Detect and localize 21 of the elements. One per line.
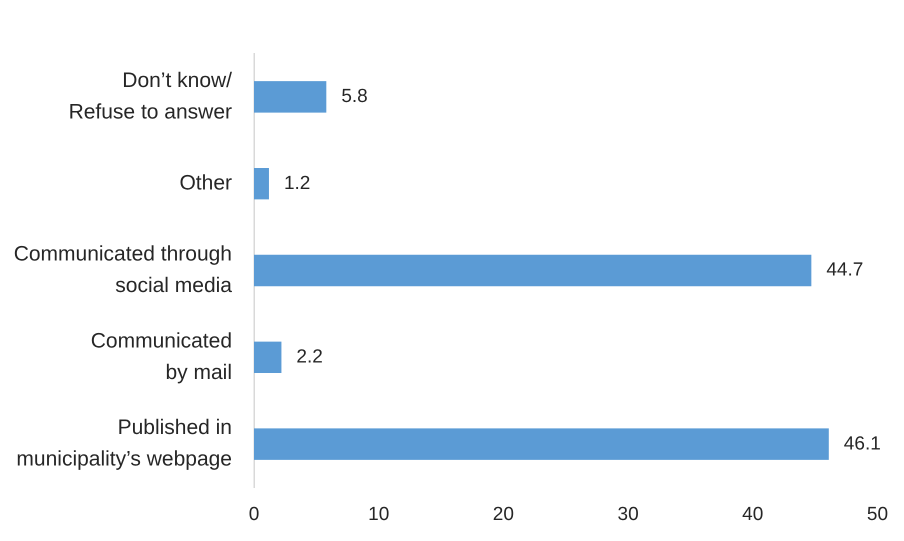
x-tick-label: 0	[248, 504, 260, 526]
bar	[254, 168, 269, 200]
x-tick-label: 40	[742, 504, 764, 526]
bar	[254, 254, 812, 286]
y-tick-label: Published in municipality’s webpage	[16, 416, 232, 471]
data-label: 46.1	[844, 433, 881, 454]
data-label: 44.7	[826, 260, 864, 281]
y-tick-label: Other	[179, 171, 232, 194]
y-tick-label: Don’t know/ Refuse to answer	[68, 68, 232, 124]
bar	[254, 81, 326, 113]
x-tick-label: 50	[866, 504, 888, 526]
bar	[254, 342, 282, 374]
bar	[254, 428, 829, 460]
x-tick-label: 20	[492, 504, 514, 526]
data-label: 1.2	[284, 172, 310, 194]
y-tick-label: Communicated by mail	[90, 329, 232, 384]
data-label: 2.2	[296, 346, 323, 368]
y-tick-label: Communicated through social media	[14, 242, 232, 298]
x-tick-label: 10	[368, 504, 390, 526]
x-tick-label: 30	[617, 504, 639, 526]
data-label: 5.8	[341, 86, 368, 108]
